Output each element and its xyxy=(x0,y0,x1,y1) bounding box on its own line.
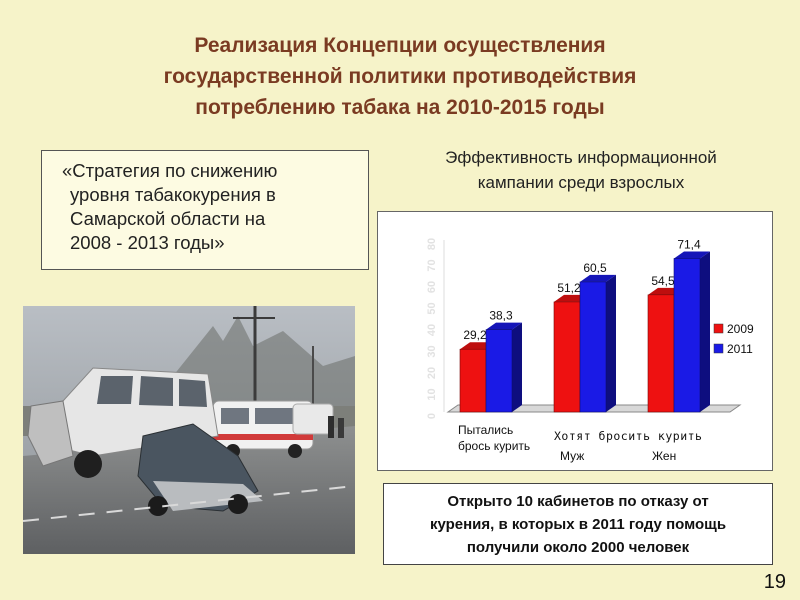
data-label: 29,2 xyxy=(463,328,487,342)
y-tick-label: 50 xyxy=(426,302,438,314)
chart-title-line-1: Эффективность информационной xyxy=(445,148,717,167)
quote-line-2: уровня табакокурения в xyxy=(70,184,276,205)
chart-frame: 0 10 20 30 40 50 60 70 80 29,2 38,3 51,2 60,5 54,5 71,… xyxy=(377,211,773,471)
bar xyxy=(673,258,701,413)
legend-swatch xyxy=(713,343,724,354)
quote-line-3: Самарской области на xyxy=(70,208,266,229)
info-box: Открыто 10 кабинетов по отказу от курени… xyxy=(383,483,773,565)
y-tick-label: 10 xyxy=(426,388,438,400)
accident-photo-illustration xyxy=(23,306,355,554)
y-tick-label: 40 xyxy=(426,324,438,336)
legend-swatch xyxy=(713,323,724,334)
category-label: Муж xyxy=(560,449,584,463)
bar-side xyxy=(700,251,710,412)
quote-line-1: «Стратегия по снижению xyxy=(62,160,278,181)
title-line-1: Реализация Концепции осуществления xyxy=(194,34,606,57)
bar xyxy=(459,348,487,413)
title-line-2: государственной политики противодействия xyxy=(163,65,637,88)
y-tick-label: 0 xyxy=(426,413,438,419)
category-label: Жен xyxy=(652,449,676,463)
bar-chart: 0 10 20 30 40 50 60 70 80 29,238,3 51,260,5 54,5 71,… xyxy=(426,237,754,463)
category-label: брось курить xyxy=(458,439,530,453)
data-label: 71,4 xyxy=(677,237,701,251)
bar xyxy=(579,281,607,413)
bar xyxy=(647,294,675,413)
strategy-quote-box: «Стратегия по снижению уровня табакокуре… xyxy=(41,150,369,270)
legend-label: 2011 xyxy=(727,342,753,356)
page-number: 19 xyxy=(763,571,786,593)
data-label: 38,3 xyxy=(489,309,513,323)
bar-top xyxy=(580,274,616,282)
chart-title-line-2: кампании среди взрослых xyxy=(477,173,685,192)
y-tick-label: 30 xyxy=(426,345,438,357)
y-tick-label: 60 xyxy=(426,281,438,293)
accident-photo xyxy=(23,306,355,554)
data-label: 54,5 xyxy=(651,274,675,288)
bar-side xyxy=(512,322,522,412)
info-line-3: получили около 2000 человек xyxy=(466,539,690,556)
bar-top xyxy=(486,322,522,330)
bar-top xyxy=(674,251,710,259)
chart-title: Эффективность информационной кампании ср… xyxy=(396,145,766,195)
data-label: 60,5 xyxy=(583,261,607,275)
category-label: Пытались xyxy=(458,423,513,437)
slide-title: Реализация Концепции осуществления госуд… xyxy=(60,30,740,123)
title-line-3: потреблению табака на 2010-2015 годы xyxy=(195,96,605,119)
info-line-2: курения, в которых в 2011 году помощь xyxy=(429,516,727,533)
y-tick-label: 70 xyxy=(426,259,438,271)
bar xyxy=(485,329,513,413)
legend-label: 2009 xyxy=(727,322,754,336)
group-label: Хотят бросить курить xyxy=(554,429,702,443)
info-line-1: Открыто 10 кабинетов по отказу от xyxy=(447,493,709,510)
bar-side xyxy=(606,274,616,412)
data-label: 51,2 xyxy=(557,281,581,295)
quote-line-4: 2008 - 2013 годы» xyxy=(70,232,225,253)
y-tick-label: 20 xyxy=(426,367,438,379)
bar xyxy=(553,301,581,413)
y-tick-label: 80 xyxy=(426,238,438,250)
